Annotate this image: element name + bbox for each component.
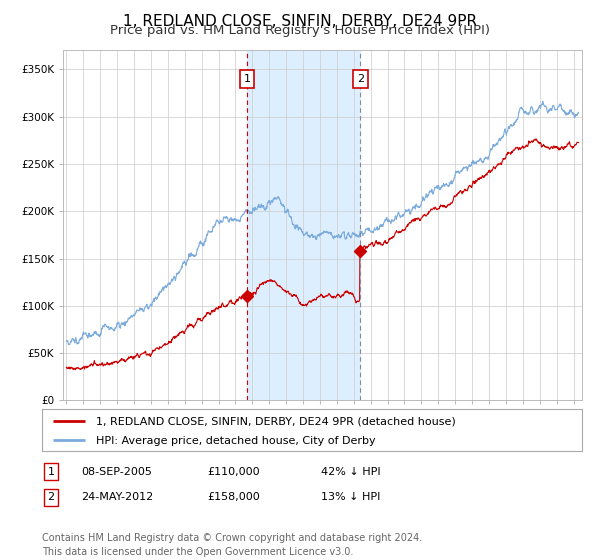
Text: 13% ↓ HPI: 13% ↓ HPI: [321, 492, 380, 502]
Bar: [247, 50, 361, 400]
Text: £110,000: £110,000: [207, 466, 260, 477]
Text: 2: 2: [47, 492, 55, 502]
Text: 08-SEP-2005: 08-SEP-2005: [81, 466, 152, 477]
Text: Price paid vs. HM Land Registry's House Price Index (HPI): Price paid vs. HM Land Registry's House …: [110, 24, 490, 37]
Text: £158,000: £158,000: [207, 492, 260, 502]
Text: Contains HM Land Registry data © Crown copyright and database right 2024.
This d: Contains HM Land Registry data © Crown c…: [42, 533, 422, 557]
Text: 42% ↓ HPI: 42% ↓ HPI: [321, 466, 380, 477]
Text: 1, REDLAND CLOSE, SINFIN, DERBY, DE24 9PR (detached house): 1, REDLAND CLOSE, SINFIN, DERBY, DE24 9P…: [96, 417, 456, 426]
Text: 1: 1: [244, 74, 251, 84]
Text: 1, REDLAND CLOSE, SINFIN, DERBY, DE24 9PR: 1, REDLAND CLOSE, SINFIN, DERBY, DE24 9P…: [123, 14, 477, 29]
Text: HPI: Average price, detached house, City of Derby: HPI: Average price, detached house, City…: [96, 436, 376, 446]
Text: 1: 1: [47, 466, 55, 477]
Text: 24-MAY-2012: 24-MAY-2012: [81, 492, 153, 502]
Text: 2: 2: [357, 74, 364, 84]
